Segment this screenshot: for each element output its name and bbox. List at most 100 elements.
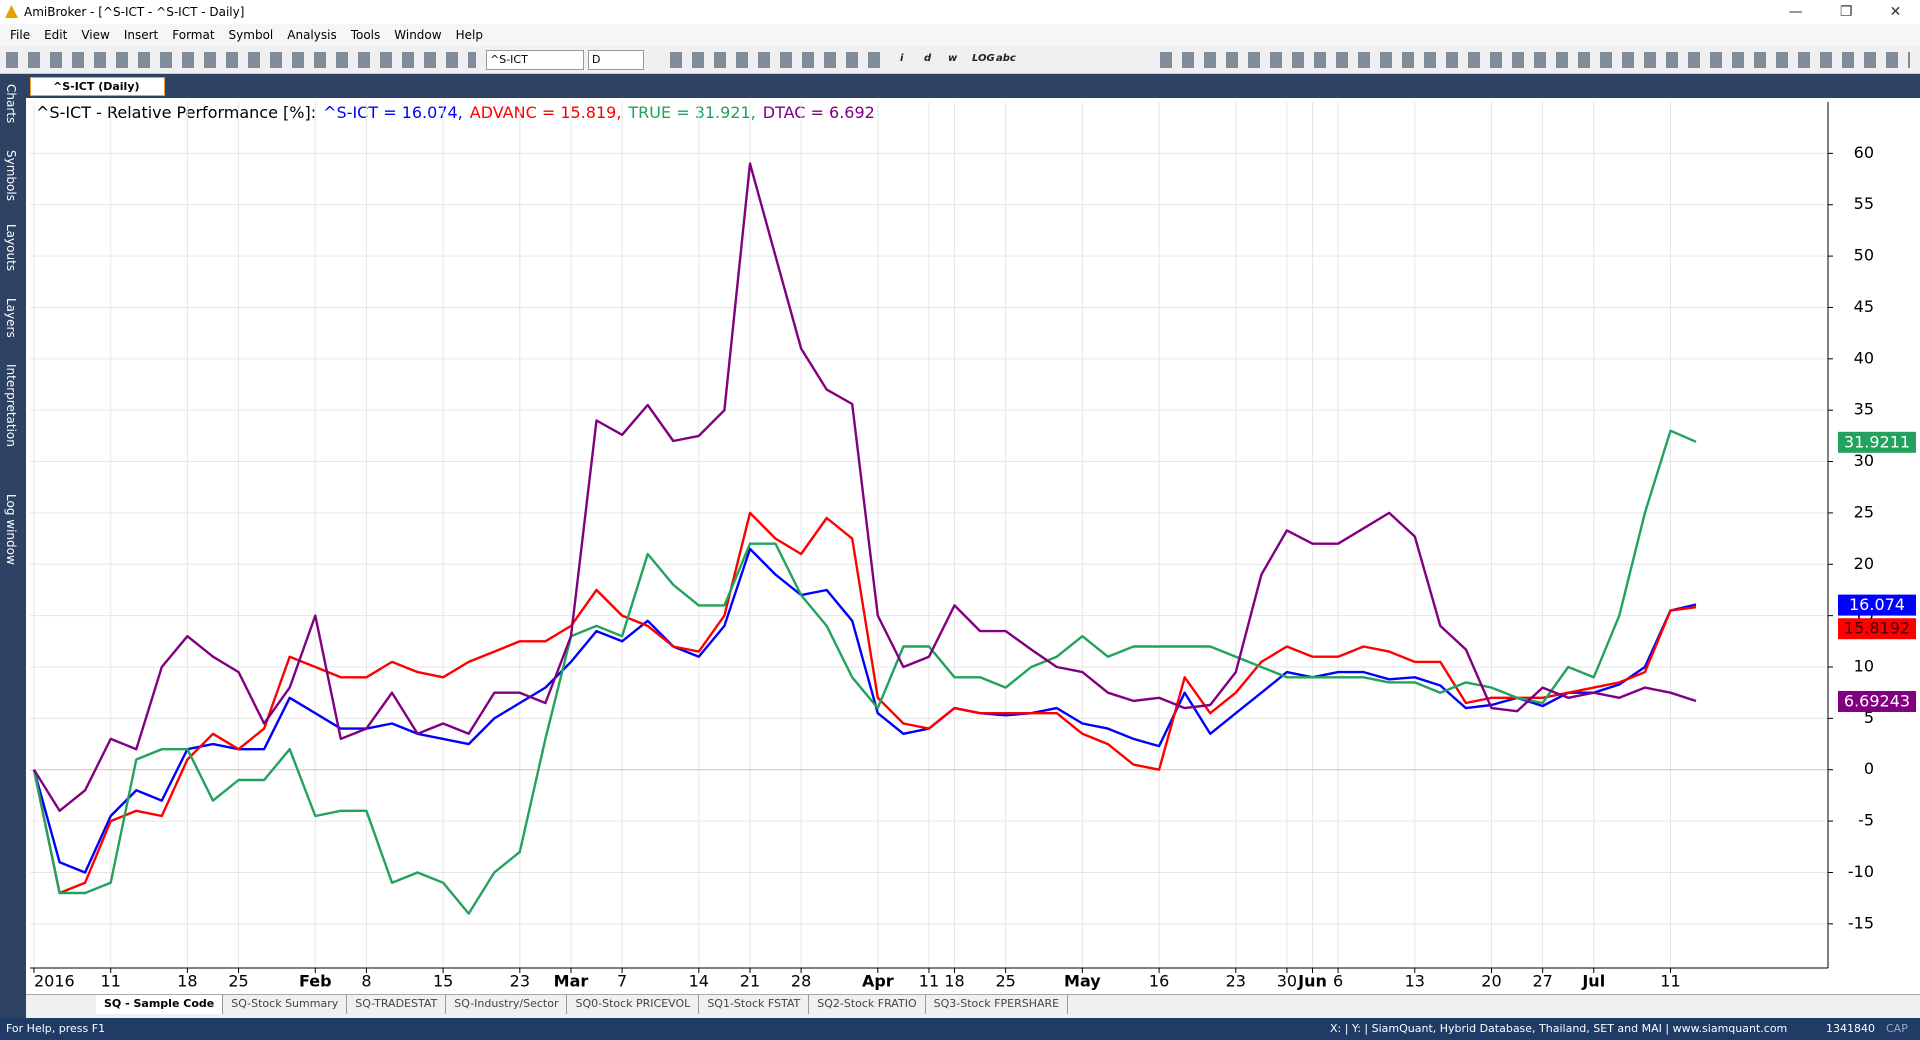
menu-item[interactable]: File [10,28,31,42]
menu-bar: File Edit View Insert Format Symbol Analysis To… [0,24,1920,46]
x-tick-label: Apr [862,972,894,991]
x-tick-label: Jul [1581,972,1605,991]
x-tick-label: May [1064,972,1101,991]
title-text: ^S-ICT - Relative Performance [%]: [36,103,316,122]
symbol-combo[interactable]: ^S-ICT [486,50,584,70]
x-tick-label: 27 [1532,972,1552,991]
side-tab[interactable]: Interpretation [4,364,18,447]
document-tab[interactable]: ^S-ICT (Daily) [30,77,165,96]
legend-entry: DTAC = 6.692 [763,103,875,122]
end-value-box [1838,690,1916,712]
sheet-tab[interactable]: SQ2-Stock FRATIO [809,995,926,1014]
window-buttons: — ❐ ✕ [1770,0,1920,24]
x-tick-label: 25 [995,972,1015,991]
sheet-tab[interactable]: SQ-Industry/Sector [446,995,568,1014]
x-tick-label: 11 [919,972,939,991]
end-value-label: 31.9211 [1844,432,1910,451]
legend-entry: ^S-ICT = 16.074, [323,103,463,122]
x-tick-label: 7 [617,972,627,991]
menu-item[interactable]: Format [172,28,215,42]
menu-item[interactable]: Symbol [228,28,274,42]
legend-entry: ADVANC = 15.819, [470,103,622,122]
toolbar-button[interactable]: w [948,53,958,64]
toolbar-icons[interactable] [6,52,476,68]
restore[interactable]: ❐ [1839,4,1853,20]
y-tick-label: 40 [1854,348,1874,367]
side-tab[interactable]: Symbols [4,150,18,201]
series-line [32,429,1697,915]
x-tick-label: 25 [228,972,248,991]
y-tick-label: 60 [1854,143,1874,162]
status-bar: For Help, press F1 X: | Y: | SiamQuant, … [0,1018,1920,1040]
y-tick-label: -5 [1858,811,1874,830]
legend-entry: TRUE = 31.921, [627,103,755,122]
status-info: X: | Y: | SiamQuant, Hybrid Database, Th… [1330,1022,1788,1035]
end-value-box [1838,618,1916,640]
x-tick-label: 16 [1149,972,1169,991]
side-tab[interactable]: Charts [4,84,18,124]
menu-item[interactable]: Insert [123,28,159,42]
window-title: AmiBroker - [^S-ICT - ^S-ICT - Daily] [24,5,245,19]
end-value-label: 15.8192 [1844,619,1910,638]
close[interactable]: ✕ [1889,4,1902,20]
sheet-tab[interactable]: SQ-Stock Summary [223,995,348,1014]
side-tab[interactable]: Layouts [4,224,18,272]
sheet-tab[interactable]: SQ - Sample Code [96,995,224,1014]
app-icon [5,5,18,18]
x-tick-label: 18 [944,972,964,991]
x-tick-label: 23 [1226,972,1246,991]
x-tick-label: 28 [791,972,811,991]
menu-item[interactable]: Analysis [287,28,337,42]
x-tick-label: 13 [1405,972,1425,991]
toolbar-button[interactable]: abc [996,53,1016,64]
x-tick-label: Jun [1297,972,1327,991]
menu-item[interactable]: Window [394,28,442,42]
interval-combo[interactable]: D [588,50,644,70]
x-tick-label: 6 [1333,972,1343,991]
sheet-tab[interactable]: SQ0-Stock PRICEVOL [567,995,700,1014]
side-panel: Charts Symbols Layouts Layers Interpretation… [0,74,26,1018]
x-tick-label: 11 [101,972,121,991]
y-tick-label: 35 [1854,400,1874,419]
minimize[interactable]: — [1788,4,1803,20]
y-tick-label: 55 [1854,194,1874,213]
sheet-tab[interactable]: SQ3-Stock FPERSHARE [926,995,1069,1014]
y-tick-label: 20 [1854,554,1874,573]
menu-item[interactable]: Tools [350,28,381,42]
y-tick-label: 25 [1854,502,1874,521]
y-tick-label: 10 [1854,657,1874,676]
side-tab[interactable]: Layers [4,298,18,338]
x-tick-label: 15 [433,972,453,991]
toolbar-icons[interactable] [1160,52,1910,68]
y-tick-label: 0 [1864,759,1874,778]
status-help: For Help, press F1 [6,1022,106,1035]
menu-item[interactable]: Edit [44,28,68,42]
menu-item[interactable]: Help [455,28,483,42]
menu-item[interactable]: View [81,28,110,42]
y-tick-label: 30 [1854,451,1874,470]
end-value-label: 16.074 [1849,595,1905,614]
y-tick-label: -15 [1848,913,1874,932]
x-tick-label: Feb [299,972,332,991]
x-tick-label: 14 [689,972,709,991]
end-value-label: 6.69243 [1844,691,1910,710]
x-tick-label: 2016 [34,972,75,991]
toolbar-button[interactable]: d [924,53,932,64]
series-line [32,162,1697,812]
toolbar-icons[interactable] [670,52,890,68]
sheet-tab[interactable]: SQ1-Stock FSTAT [699,995,810,1014]
series-line [32,511,1697,895]
end-value-box [1838,431,1916,453]
document-tabs: ^S-ICT (Daily) [26,74,1920,98]
chart: ^S-ICT - Relative Performance [%]: ^S-ICT… [26,98,1920,994]
chart-title: ^S-ICT - Relative Performance [%]: ^S-ICT… [36,103,875,122]
y-tick-label: 50 [1854,246,1874,265]
toolbar-button[interactable]: i [900,53,904,64]
side-tab[interactable]: Log window [4,494,18,565]
title-bar: AmiBroker - [^S-ICT - ^S-ICT - Daily] [0,0,1920,24]
y-tick-label: 45 [1854,297,1874,316]
sheet-tab[interactable]: SQ-TRADESTAT [347,995,447,1014]
x-tick-label: Mar [554,972,589,991]
toolbar-button[interactable]: LOG [972,53,995,64]
